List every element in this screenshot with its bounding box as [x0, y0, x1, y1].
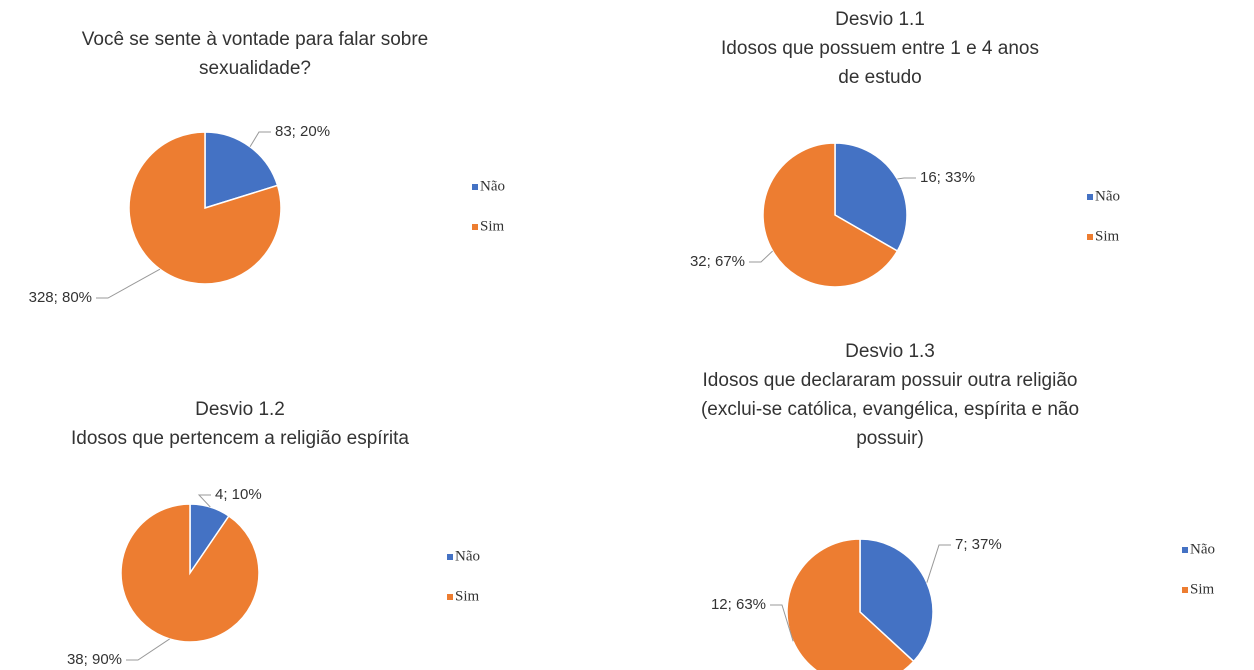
chart-title: Desvio 1.2: [195, 399, 285, 420]
legend-swatch: [447, 554, 453, 560]
data-label: 83; 20%: [275, 123, 330, 140]
legend-swatch: [1087, 194, 1093, 200]
chart-title: Você se sente à vontade para falar sobre: [82, 29, 428, 50]
legend-label: Não: [480, 178, 505, 194]
chart-title: de estudo: [838, 67, 921, 88]
data-label: 4; 10%: [215, 486, 262, 503]
chart-title: Idosos que declararam possuir outra reli…: [703, 370, 1078, 391]
leader-line: [249, 131, 271, 148]
data-label: 328; 80%: [29, 289, 92, 306]
chart-title: sexualidade?: [199, 58, 311, 79]
data-label: 38; 90%: [67, 651, 122, 668]
data-label: 7; 37%: [955, 536, 1002, 553]
chart-title: Idosos que possuem entre 1 e 4 anos: [721, 38, 1039, 59]
legend-label: Sim: [1095, 228, 1120, 244]
legend-label: Sim: [1190, 581, 1215, 597]
legend-label: Sim: [480, 218, 505, 234]
leader-line: [770, 604, 794, 642]
legend-label: Não: [1190, 541, 1215, 557]
leader-line: [96, 268, 161, 299]
chart-title: Desvio 1.1: [835, 9, 925, 30]
leader-line: [749, 250, 773, 263]
legend-swatch: [472, 184, 478, 190]
legend-label: Sim: [455, 588, 480, 604]
data-label: 12; 63%: [711, 596, 766, 613]
legend-swatch: [1182, 547, 1188, 553]
pie-slice: [128, 131, 282, 285]
legend-swatch: [447, 594, 453, 600]
chart-title: (exclui-se católica, evangélica, espírit…: [701, 399, 1079, 420]
data-label: 32; 67%: [690, 253, 745, 270]
leader-line: [126, 638, 170, 661]
chart-title: Desvio 1.3: [845, 341, 935, 362]
leader-line: [926, 544, 951, 583]
legend-swatch: [472, 224, 478, 230]
pie-slice: [762, 142, 899, 288]
leader-line: [197, 494, 211, 508]
pie-slice: [120, 503, 260, 643]
chart-title: Idosos que pertencem a religião espírita: [71, 428, 409, 449]
legend-label: Não: [1095, 188, 1120, 204]
data-label: 16; 33%: [920, 169, 975, 186]
legend-swatch: [1182, 587, 1188, 593]
legend-label: Não: [455, 548, 480, 564]
chart-title: possuir): [856, 428, 924, 449]
leader-line: [897, 177, 916, 180]
legend-swatch: [1087, 234, 1093, 240]
